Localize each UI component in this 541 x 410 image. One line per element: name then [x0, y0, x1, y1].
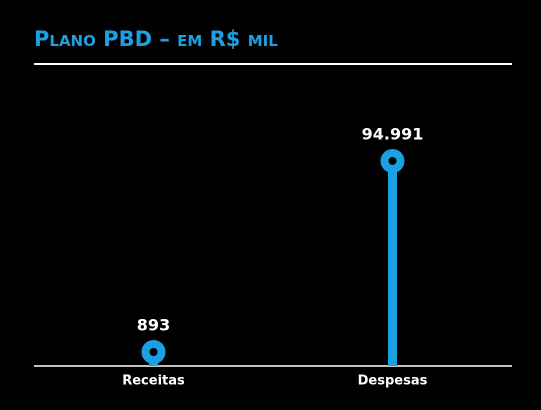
value-label: 893: [137, 316, 170, 335]
marker-hole: [149, 348, 158, 357]
marker-hole: [388, 156, 397, 165]
value-label: 94.991: [362, 124, 424, 143]
x-tick-label: Despesas: [358, 374, 428, 389]
x-tick-label: Receitas: [122, 374, 185, 389]
chart-title: Plano PBD – em R$ mil: [34, 27, 278, 51]
